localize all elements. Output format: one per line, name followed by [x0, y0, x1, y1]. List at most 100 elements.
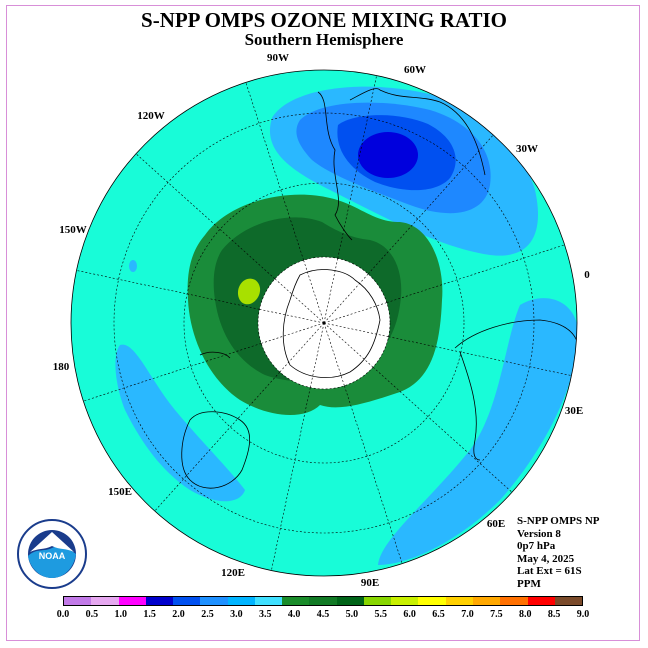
- meridian-line: [76, 270, 260, 310]
- lon-label-30w: 30W: [516, 143, 538, 155]
- colorbar-tick-label: 4.0: [287, 609, 301, 620]
- pole-spoke: [259, 308, 325, 324]
- meridian-line: [372, 366, 513, 493]
- noaa-logo: NOAA: [17, 519, 87, 589]
- info-pressure: 0p7 hPa: [517, 540, 556, 552]
- lon-label-90e: 90E: [361, 577, 379, 589]
- info-units: PPM: [517, 577, 541, 590]
- lon-label-90w: 90W: [267, 52, 289, 64]
- pole-spoke: [309, 322, 325, 388]
- colorbar-tick-label: 6.5: [432, 609, 445, 620]
- colorbar-swatch: [91, 597, 119, 605]
- map-outline: [70, 69, 578, 577]
- pole-spoke: [323, 322, 345, 386]
- colorbar-swatch: [445, 597, 473, 605]
- colorbar-swatch: [418, 597, 446, 605]
- antarctica-coast: [282, 269, 381, 378]
- meridian-line: [245, 82, 304, 261]
- colorbar-swatch: [227, 597, 255, 605]
- meridian-line: [386, 244, 565, 303]
- pole-spoke: [261, 322, 325, 344]
- colorbar-swatch: [527, 597, 555, 605]
- colorbar-swatch: [200, 597, 228, 605]
- lon-label-150w: 150W: [59, 224, 87, 236]
- colorbar-tick-label: 7.0: [461, 609, 474, 620]
- lon-label-150e: 150E: [108, 486, 132, 498]
- info-date: May 4, 2025: [517, 552, 575, 565]
- colorbar-swatch: [391, 597, 419, 605]
- colorbar-tick-label: 3.5: [258, 609, 272, 620]
- coastlines: [181, 88, 577, 489]
- colorbar-tick-label: 3.0: [230, 609, 243, 620]
- colorbar-tick-label: 6.0: [403, 609, 416, 620]
- africa-coast: [454, 319, 577, 461]
- meridian-line: [344, 385, 403, 564]
- colorbar-swatch: [500, 597, 528, 605]
- meridian-line: [154, 371, 281, 512]
- lon-label-0: 0: [584, 269, 590, 281]
- colorbar-tick-label: 5.0: [345, 609, 359, 620]
- pole-spoke: [274, 278, 325, 324]
- colorbar-tick-label: 0.5: [85, 609, 99, 620]
- lon-label-120w: 120W: [137, 110, 165, 122]
- colorbar-tick-label: 7.5: [490, 609, 503, 620]
- pole-spoke: [323, 273, 369, 324]
- colorbar-swatch: [554, 597, 583, 605]
- meridian-line: [271, 387, 311, 571]
- colorbar-tick-label: 2.0: [172, 609, 185, 620]
- pole-spoke: [323, 322, 374, 368]
- pole-spoke: [323, 258, 339, 324]
- colorbar-swatch: [309, 597, 337, 605]
- lon-label-180: 180: [53, 361, 70, 373]
- blue-light-patch-se: [378, 298, 577, 565]
- meridian-line: [367, 134, 494, 275]
- colorbar-swatch: [64, 597, 92, 605]
- lon-label-120e: 120E: [221, 567, 245, 579]
- colorbar-tick-label: 8.5: [547, 609, 561, 620]
- australia-coast: [181, 411, 251, 489]
- pole-spoke: [323, 322, 389, 338]
- south-america-coast: [317, 88, 486, 241]
- colorbar-swatch: [118, 597, 146, 605]
- lime-patch: [237, 278, 261, 305]
- colorbar-swatch: [282, 597, 310, 605]
- colorbar-tick-label: 5.5: [374, 609, 388, 620]
- graticule: [76, 75, 572, 571]
- info-satellite: S-NPP OMPS NP: [517, 515, 600, 527]
- colorbar-tick-label: 4.5: [316, 609, 330, 620]
- meridian-line: [135, 153, 276, 280]
- colorbar-tick-label: 1.0: [114, 609, 128, 620]
- pole-spoke: [323, 302, 387, 324]
- lon-label-60e: 60E: [487, 518, 505, 530]
- colorbar-tick-label: 9.0: [576, 609, 590, 620]
- meridian-line: [83, 343, 262, 402]
- figure-frame: [6, 5, 640, 641]
- colorbar-swatch: [363, 597, 392, 605]
- colorbar: [63, 596, 583, 606]
- colorbar-tick-label: 2.5: [201, 609, 214, 620]
- lon-label-60w: 60W: [404, 64, 426, 76]
- info-box: S-NPP OMPS NP Version 8 0p7 hPa May 4, 2…: [517, 515, 600, 590]
- colorbar-ticks: 0.0 0.5 1.0 1.5 2.0 2.5 3.0 3.5 4.0 4.5 5.0 5.5 6.0 6…: [0, 609, 648, 623]
- meridian-line: [388, 336, 572, 376]
- colorbar-swatch: [254, 597, 283, 605]
- colorbar-swatch: [173, 597, 201, 605]
- info-lat-extent: Lat Ext = 61S: [517, 565, 582, 577]
- blue-light-dot: [129, 260, 137, 272]
- pole-spoke: [279, 322, 325, 373]
- colorbar-tick-label: 1.5: [143, 609, 156, 620]
- colorbar-swatch: [336, 597, 364, 605]
- meridian-line: [337, 75, 377, 259]
- island-coast: [199, 351, 231, 359]
- blue-core-region: [358, 132, 418, 178]
- info-version: Version 8: [517, 527, 561, 540]
- figure-subtitle: Southern Hemisphere: [244, 30, 404, 49]
- ozone-field: [71, 70, 577, 576]
- figure-title: S-NPP OMPS OZONE MIXING RATIO: [141, 8, 507, 32]
- colorbar-swatch: [145, 597, 174, 605]
- colorbar-tick-label: 0.0: [56, 609, 70, 620]
- colorbar-swatch: [472, 597, 501, 605]
- noaa-logo-text: NOAA: [39, 551, 66, 561]
- blue-light-patch-sw: [115, 344, 245, 502]
